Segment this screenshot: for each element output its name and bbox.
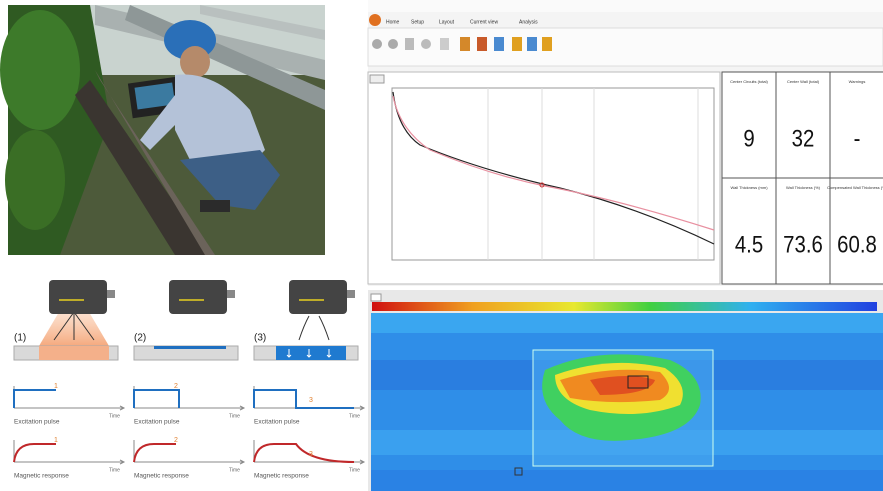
- probe: [49, 280, 107, 314]
- stage-marker: 3: [309, 451, 313, 458]
- result-label: Warnings: [849, 79, 866, 84]
- axis-label: Time: [349, 467, 360, 473]
- response-label: Magnetic response: [254, 473, 309, 480]
- pec-principle-diagram: (1) 1 Time Excitation pulse 1 Time Magnetic re…: [14, 280, 364, 480]
- probe-connector: [347, 290, 355, 298]
- probe: [289, 280, 347, 314]
- field-arrows: [299, 316, 329, 340]
- step-label: (1): [14, 333, 26, 344]
- page: (1) 1 Time Excitation pulse 1 Time Magnetic re…: [0, 0, 883, 491]
- stage-marker: 1: [54, 437, 58, 444]
- app-button[interactable]: [369, 14, 381, 26]
- axis-label: Time: [229, 467, 240, 473]
- ribbon-tab[interactable]: Layout: [439, 19, 455, 25]
- axis-label: Time: [109, 467, 120, 473]
- title-bar: [368, 0, 883, 12]
- surface-current: [154, 346, 226, 349]
- axis-label: Time: [229, 413, 240, 419]
- result-label: Wall Thickness (%): [786, 185, 821, 190]
- color-scale: [372, 302, 877, 311]
- result-value: 4.5: [735, 231, 763, 258]
- result-value: 73.6: [783, 231, 823, 258]
- response-label: Magnetic response: [134, 473, 189, 480]
- ribbon-tab[interactable]: Home: [386, 19, 400, 25]
- diagram-panel: (3) 3 Time Excitation pulse 3 Time Magnetic re…: [254, 280, 364, 480]
- excitation-label: Excitation pulse: [134, 419, 180, 426]
- stage-marker: 2: [174, 437, 178, 444]
- ribbon-tab[interactable]: Setup: [411, 19, 424, 25]
- stage-marker: 3: [309, 397, 313, 404]
- stage-marker: 1: [54, 383, 58, 390]
- axis-label: Time: [349, 413, 360, 419]
- result-label: Compensated Wall Thickness (%): [827, 185, 883, 190]
- ribbon-tab[interactable]: Analysis: [519, 19, 538, 25]
- excitation-curve: [134, 390, 179, 408]
- axis-label: Time: [109, 413, 120, 419]
- step-label: (2): [134, 333, 146, 344]
- excitation-label: Excitation pulse: [14, 419, 60, 426]
- results-grid: Center Circuits (total) 9 Center Wall (tot…: [722, 72, 883, 284]
- response-label: Magnetic response: [14, 473, 69, 480]
- response-curve: [14, 444, 56, 462]
- diffused-current: [276, 346, 346, 360]
- probe: [169, 280, 227, 314]
- diagram-panel: (2) 2 Time Excitation pulse 2 Time Magnetic re…: [134, 280, 244, 480]
- step-label: (3): [254, 333, 266, 344]
- decay-plot: [392, 88, 714, 260]
- ribbon-tab[interactable]: Current view: [470, 19, 498, 25]
- c-scan-heatmap: [368, 290, 883, 491]
- result-value: 60.8: [837, 231, 877, 258]
- result-label: Center Wall (total): [787, 79, 820, 84]
- result-value: 9: [743, 125, 754, 152]
- result-label: Center Circuits (total): [730, 79, 768, 84]
- software-window: Home Setup Layout Current view Analysis Cent…: [368, 0, 883, 286]
- response-curve: [134, 444, 176, 462]
- probe-connector: [227, 290, 235, 298]
- diagram-panel: (1) 1 Time Excitation pulse 1 Time Magnetic re…: [14, 280, 124, 480]
- response-curve: [254, 444, 354, 462]
- field-photo: [0, 5, 325, 255]
- result-value: 32: [792, 125, 815, 152]
- heated-zone: [39, 346, 109, 360]
- stage-marker: 2: [174, 383, 178, 390]
- result-value: -: [854, 125, 861, 152]
- excitation-label: Excitation pulse: [254, 419, 300, 426]
- result-label: Wall Thickness (mm): [730, 185, 768, 190]
- excitation-curve: [254, 390, 354, 408]
- probe-connector: [107, 290, 115, 298]
- excitation-curve: [14, 390, 56, 408]
